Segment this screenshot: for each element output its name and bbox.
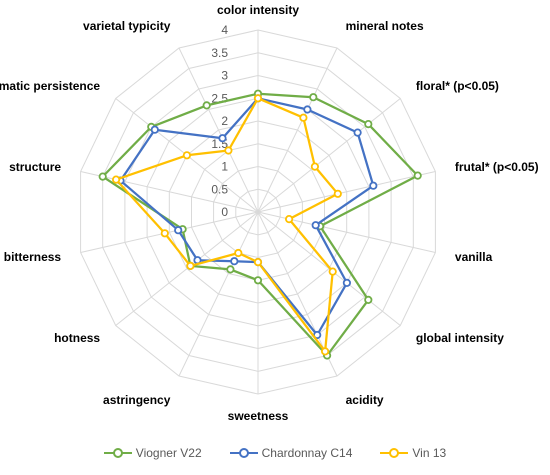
tick-label: 0.5 <box>211 182 228 196</box>
data-point <box>310 162 319 171</box>
axis-label: color intensity <box>217 3 299 17</box>
axis-label: mineral notes <box>346 19 424 33</box>
axis-label: structure <box>9 160 61 174</box>
data-point <box>253 94 263 103</box>
axis-label: astringency <box>103 393 171 407</box>
data-point <box>369 181 378 190</box>
legend-item: Vin 13 <box>380 446 446 460</box>
data-point <box>226 265 235 274</box>
data-point <box>174 226 183 235</box>
data-point <box>112 175 121 184</box>
data-point <box>311 221 320 230</box>
series-2 <box>112 94 342 356</box>
legend-label: Vin 13 <box>412 446 447 460</box>
data-point <box>230 257 239 266</box>
data-point <box>202 101 211 110</box>
data-point <box>333 189 342 198</box>
data-point <box>253 257 263 267</box>
data-point <box>299 113 308 122</box>
data-point <box>186 261 195 270</box>
grid-spoke <box>257 171 436 213</box>
tick-label: 0 <box>221 205 228 219</box>
data-point <box>364 120 373 129</box>
grid-spoke <box>257 47 338 213</box>
series-0 <box>98 89 422 360</box>
tick-label: 3 <box>221 69 228 83</box>
data-point <box>218 134 227 143</box>
axis-label: frutal* (p<0.05) <box>455 160 539 174</box>
legend-item: Viogner V22 <box>103 446 202 460</box>
axis-label: bitterness <box>4 250 62 264</box>
legend-swatch <box>103 448 132 458</box>
data-point <box>320 347 330 356</box>
series-line <box>101 92 419 357</box>
data-point <box>224 146 233 155</box>
legend-label: Viogner V22 <box>135 446 202 460</box>
data-point <box>309 93 318 102</box>
grid-spoke <box>178 47 259 213</box>
tick-label: 1 <box>221 160 228 174</box>
data-point <box>150 125 159 134</box>
radar-chart: 00.511.522.533.54 color intensitymineral… <box>0 3 539 423</box>
data-point <box>182 151 191 160</box>
axis-label: floral* (p<0.05) <box>416 79 499 93</box>
axis-label: vanilla <box>455 250 493 264</box>
data-point <box>284 215 294 224</box>
data-point <box>160 229 169 238</box>
tick-label: 4 <box>221 23 228 37</box>
axis-label: global intensity <box>416 331 504 345</box>
grid-spoke <box>115 211 259 326</box>
axis-label: acidity <box>346 393 384 407</box>
legend-item: Chardonnay C14 <box>229 446 353 460</box>
axis-label: aromatic persistence <box>0 79 100 93</box>
grid-spoke <box>80 171 259 213</box>
grid-spoke <box>257 98 401 213</box>
data-point <box>342 278 351 287</box>
data-point <box>413 171 422 180</box>
legend-swatch <box>229 448 258 458</box>
data-point <box>303 105 312 114</box>
radar-grid <box>80 29 436 395</box>
legend-swatch <box>380 448 409 458</box>
radial-tick-labels: 00.511.522.533.54 <box>211 23 228 219</box>
axis-labels: color intensity mineral notes floral* (p<0… <box>0 3 539 423</box>
legend: Viogner V22 Chardonnay C14 Vin 13 <box>0 446 550 460</box>
data-point <box>364 295 373 304</box>
data-point <box>98 172 107 181</box>
legend-label: Chardonnay C14 <box>261 446 353 460</box>
series-line <box>119 97 375 337</box>
tick-label: 3.5 <box>211 46 228 60</box>
axis-label: sweetness <box>228 409 289 423</box>
grid-spoke <box>178 211 259 377</box>
data-point <box>328 267 337 276</box>
axis-label: varietal typicity <box>83 19 171 33</box>
data-point <box>234 248 243 258</box>
data-point <box>353 128 362 137</box>
axis-label: hotness <box>54 331 100 345</box>
tick-label: 2 <box>221 114 228 128</box>
data-point <box>253 276 263 285</box>
series-group <box>98 89 422 360</box>
grid-spoke <box>80 211 259 253</box>
